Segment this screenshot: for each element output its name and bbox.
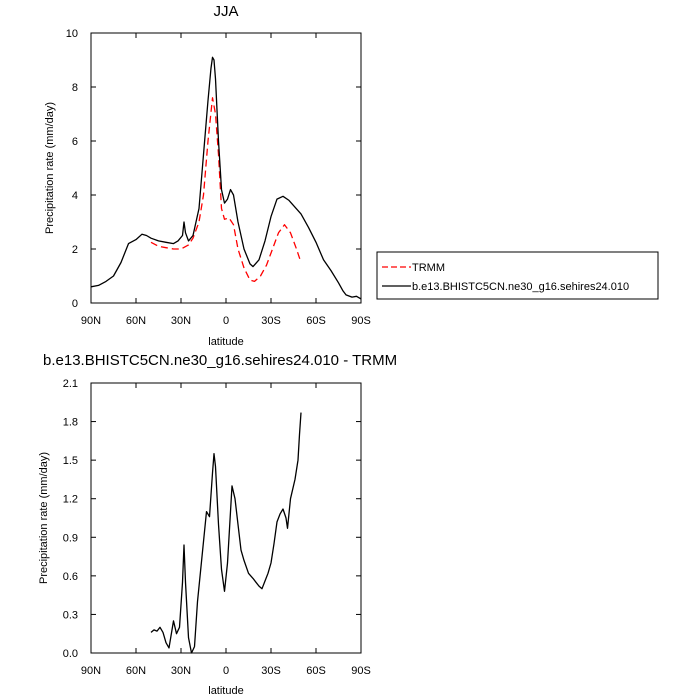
legend-label-trmm: TRMM bbox=[412, 262, 445, 274]
top-chart-y-axis-label: Precipitation rate (mm/day) bbox=[44, 102, 56, 234]
legend-label-model: b.e13.BHISTC5CN.ne30_g16.sehires24.010 bbox=[412, 281, 629, 293]
y-tick-label: 1.2 bbox=[63, 494, 78, 506]
y-tick-label: 0.6 bbox=[63, 571, 78, 583]
x-tick-label: 60S bbox=[306, 665, 326, 677]
y-tick-label: 2 bbox=[72, 244, 78, 256]
top-chart-x-axis-label: latitude bbox=[208, 336, 243, 348]
bottom-chart-y-axis-label: Precipitation rate (mm/day) bbox=[38, 452, 50, 584]
x-tick-label: 30S bbox=[261, 665, 281, 677]
bottom-chart-series bbox=[150, 412, 302, 654]
y-tick-label: 0 bbox=[72, 298, 78, 310]
y-tick-label: 1.5 bbox=[63, 455, 78, 467]
x-tick-label: 60N bbox=[126, 665, 146, 677]
top-chart-legend: TRMM b.e13.BHISTC5CN.ne30_g16.sehires24.… bbox=[376, 251, 659, 300]
x-tick-label: 90N bbox=[81, 665, 101, 677]
top-chart-x-axis: 90N 60N 30N 0 30S 60S 90S bbox=[81, 33, 371, 327]
y-tick-label: 1.8 bbox=[63, 417, 78, 429]
x-tick-label: 0 bbox=[223, 665, 229, 677]
x-tick-label: 60N bbox=[126, 315, 146, 327]
y-tick-label: 8 bbox=[72, 82, 78, 94]
y-tick-label: 4 bbox=[72, 190, 78, 202]
top-chart-panel: JJA 0 2 4 6 8 10 90N 60N 30N 0 30S 60S 90S latitude… bbox=[44, 3, 371, 348]
series-line-trmm bbox=[150, 97, 302, 283]
x-tick-label: 90S bbox=[351, 665, 371, 677]
y-tick-label: 2.1 bbox=[63, 378, 78, 390]
bottom-chart-panel: b.e13.BHISTC5CN.ne30_g16.sehires24.010 -… bbox=[38, 352, 397, 697]
x-tick-label: 30N bbox=[171, 665, 191, 677]
x-tick-label: 60S bbox=[306, 315, 326, 327]
x-tick-label: 0 bbox=[223, 315, 229, 327]
x-tick-label: 30S bbox=[261, 315, 281, 327]
series-line-b-e13-bhistc5cn-ne30-g16-sehires24-010 bbox=[90, 56, 362, 300]
legend-box bbox=[376, 251, 659, 300]
y-tick-label: 0.0 bbox=[63, 648, 78, 660]
x-tick-label: 30N bbox=[171, 315, 191, 327]
top-chart-y-axis: 0 2 4 6 8 10 bbox=[66, 28, 361, 310]
y-tick-label: 0.9 bbox=[63, 532, 78, 544]
bottom-chart-x-axis-label: latitude bbox=[208, 685, 243, 697]
top-chart-title: JJA bbox=[213, 3, 238, 20]
y-tick-label: 6 bbox=[72, 136, 78, 148]
x-tick-label: 90S bbox=[351, 315, 371, 327]
y-tick-label: 10 bbox=[66, 28, 78, 40]
top-chart-frame bbox=[90, 32, 362, 304]
bottom-chart-y-axis: 0.0 0.3 0.6 0.9 1.2 1.5 1.8 2.1 bbox=[63, 378, 361, 660]
y-tick-label: 0.3 bbox=[63, 609, 78, 621]
top-chart-series bbox=[90, 56, 362, 300]
series-line-difference bbox=[150, 412, 302, 654]
bottom-chart-frame bbox=[90, 382, 362, 654]
bottom-chart-title: b.e13.BHISTC5CN.ne30_g16.sehires24.010 -… bbox=[43, 352, 397, 369]
x-tick-label: 90N bbox=[81, 315, 101, 327]
bottom-chart-x-axis: 90N 60N 30N 0 30S 60S 90S bbox=[81, 383, 371, 677]
